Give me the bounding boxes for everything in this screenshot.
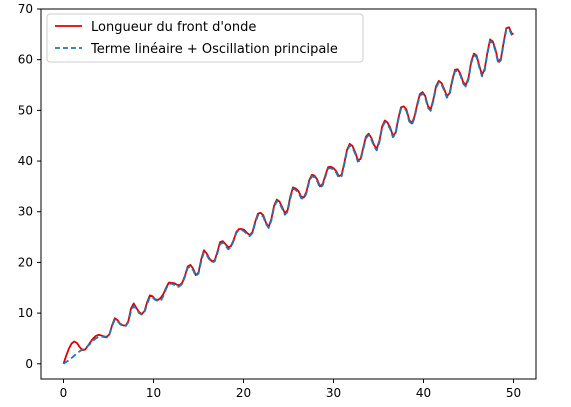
y-tick-label: 50: [18, 103, 33, 117]
y-tick-label: 70: [18, 2, 33, 16]
y-tick-label: 10: [18, 306, 33, 320]
x-tick-label: 30: [326, 386, 341, 400]
y-tick-label: 20: [18, 255, 33, 269]
y-tick-label: 60: [18, 53, 33, 67]
y-tick-label: 40: [18, 154, 33, 168]
legend: Longueur du front d'onde Terme linéaire …: [46, 13, 364, 63]
legend-box: [46, 13, 364, 63]
x-tick-label: 40: [416, 386, 431, 400]
x-tick-label: 50: [506, 386, 521, 400]
x-tick-label: 20: [236, 386, 251, 400]
series-line-terme-lineaire: [62, 27, 514, 365]
plot-area: [40, 8, 537, 380]
legend-label-longueur-front-onde: Longueur du front d'onde: [91, 20, 256, 35]
x-tick-label: 10: [146, 386, 161, 400]
x-axis: 0 10 20 30 40 50: [60, 379, 521, 400]
y-tick-label: 0: [25, 357, 33, 371]
legend-label-terme-lineaire: Terme linéaire + Oscillation principale: [90, 42, 338, 57]
series-layer: [62, 26, 514, 365]
y-tick-label: 30: [18, 205, 33, 219]
x-tick-label: 0: [60, 386, 68, 400]
axes-frame: [40, 8, 537, 380]
y-axis: 0 10 20 30 40 50 60 70: [18, 2, 41, 371]
